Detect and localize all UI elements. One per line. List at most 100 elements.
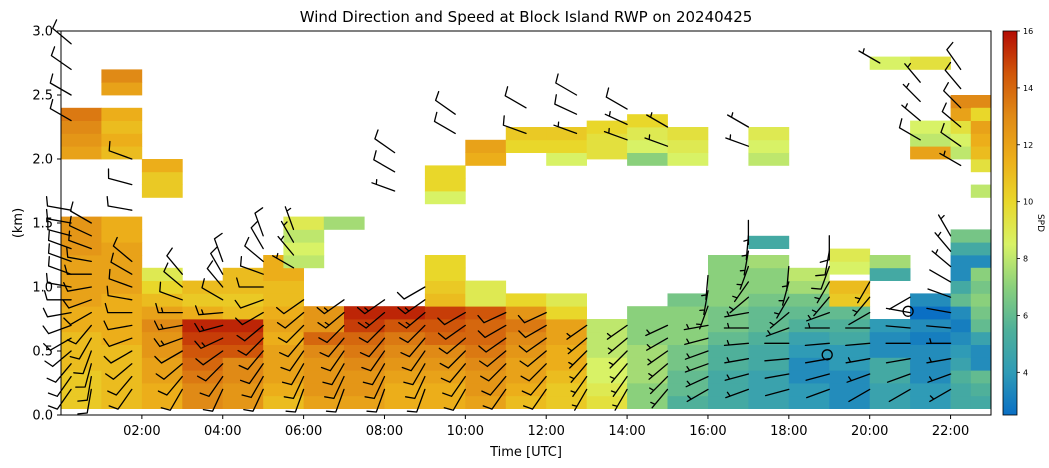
wind-barb xyxy=(235,311,264,326)
speed-cell xyxy=(869,331,911,345)
speed-cell xyxy=(829,383,871,397)
wind-barb xyxy=(364,375,386,400)
wind-barb xyxy=(480,363,507,382)
speed-cell xyxy=(424,165,466,179)
speed-cell xyxy=(222,357,264,371)
speed-cell xyxy=(970,159,992,173)
wind-barb xyxy=(234,299,264,309)
wind-barb xyxy=(607,337,628,355)
speed-cell xyxy=(748,280,790,294)
wind-barb xyxy=(437,311,466,326)
wind-barb xyxy=(723,339,750,347)
colorbar-tick-label: 8 xyxy=(1023,255,1028,264)
speed-cell xyxy=(263,370,304,384)
speed-cell xyxy=(101,370,143,384)
speed-cell xyxy=(344,331,385,345)
wind-barb xyxy=(319,337,345,358)
speed-cell xyxy=(263,319,304,333)
calm-marker xyxy=(821,349,833,361)
wind-barb xyxy=(571,388,588,411)
wind-barb xyxy=(939,150,962,167)
wind-barb xyxy=(69,201,92,224)
wind-barb xyxy=(237,337,264,356)
speed-cell xyxy=(586,357,628,371)
speed-cell xyxy=(829,293,871,307)
wind-barb xyxy=(280,350,305,372)
speed-cell xyxy=(970,146,992,160)
speed-cell xyxy=(182,370,224,384)
wind-barb xyxy=(732,281,750,303)
wind-barb xyxy=(479,350,507,368)
wind-barb xyxy=(769,311,790,329)
calm-marker xyxy=(902,305,914,317)
speed-cell xyxy=(424,306,466,320)
wind-barb xyxy=(929,269,952,283)
speed-cell xyxy=(546,293,587,307)
wind-barb xyxy=(244,236,264,263)
colorbar-tick-label: 4 xyxy=(1023,368,1028,377)
speed-cell xyxy=(586,120,628,134)
speed-cell xyxy=(303,319,345,333)
wind-barb xyxy=(241,375,264,399)
wind-barb xyxy=(316,299,345,315)
wind-barb xyxy=(272,252,295,269)
speed-cell xyxy=(970,184,992,198)
y-tick-label: 1.5 xyxy=(32,217,53,232)
speed-cell xyxy=(263,344,304,358)
speed-cell xyxy=(708,267,749,281)
speed-cell xyxy=(869,344,911,358)
speed-cell xyxy=(222,319,264,333)
speed-cell xyxy=(708,395,749,409)
speed-cell xyxy=(424,293,466,307)
wind-barb xyxy=(518,337,547,353)
speed-cell xyxy=(708,293,749,307)
speed-cell xyxy=(424,383,466,397)
wind-barb xyxy=(103,337,133,348)
speed-cell xyxy=(303,344,345,358)
wind-barb xyxy=(47,230,72,250)
speed-cell xyxy=(546,139,587,153)
speed-cell xyxy=(303,331,345,345)
x-tick-label: 10:00 xyxy=(447,424,484,439)
speed-cell xyxy=(61,216,102,230)
speed-cell xyxy=(627,152,668,166)
wind-barb xyxy=(695,305,709,330)
speed-cell xyxy=(970,383,992,397)
speed-cell xyxy=(303,395,345,409)
speed-cell xyxy=(667,370,709,384)
speed-cell xyxy=(283,229,325,243)
speed-cell xyxy=(222,370,264,384)
wind-barb xyxy=(69,337,92,360)
speed-cell xyxy=(910,146,951,160)
speed-cell xyxy=(182,395,224,409)
wind-barb xyxy=(107,375,133,396)
speed-cell xyxy=(708,255,749,269)
speed-cell xyxy=(465,139,507,153)
wind-barb xyxy=(45,208,72,224)
speed-cell xyxy=(910,383,951,397)
speed-cell xyxy=(384,383,426,397)
speed-cell xyxy=(61,383,102,397)
wind-barb xyxy=(901,103,921,122)
speed-cell xyxy=(869,267,911,281)
speed-cell xyxy=(788,395,830,409)
wind-barb xyxy=(555,73,578,96)
wind-barb xyxy=(362,363,386,386)
wind-barb xyxy=(685,375,709,388)
speed-cell xyxy=(627,331,668,345)
wind-barb xyxy=(520,363,547,382)
wind-barb xyxy=(285,388,305,413)
wind-barb xyxy=(522,388,547,410)
wind-barb xyxy=(648,363,669,380)
speed-cell xyxy=(788,370,830,384)
wind-barb xyxy=(194,305,224,316)
wind-barb xyxy=(819,235,830,263)
speed-cell xyxy=(424,357,466,371)
wind-barb xyxy=(811,265,830,290)
speed-cell xyxy=(667,293,709,307)
wind-barb xyxy=(726,112,750,128)
speed-cell xyxy=(627,383,668,397)
wind-barb xyxy=(926,325,952,329)
wind-barb xyxy=(927,373,952,383)
wind-barb xyxy=(108,140,133,160)
